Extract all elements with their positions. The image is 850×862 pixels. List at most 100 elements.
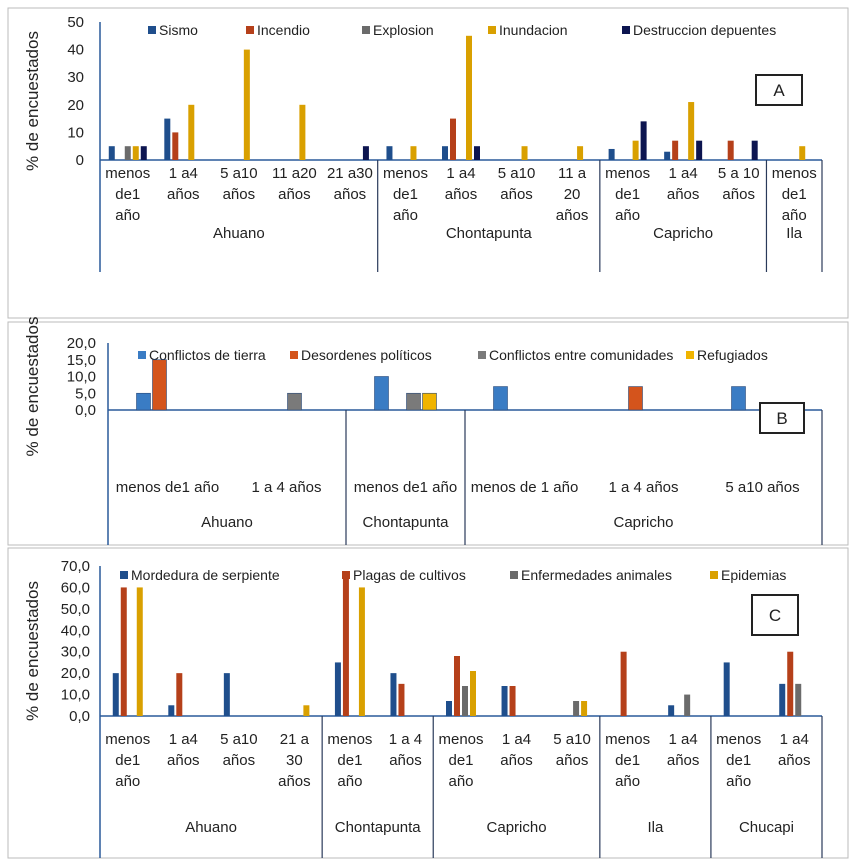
bar-plagas-de-cultivos	[454, 656, 460, 716]
legend-label: Conflictos entre comunidades	[489, 347, 673, 363]
bar-enfermedades-animales	[462, 686, 468, 716]
y-tick-label: 20	[67, 97, 84, 114]
category-label: 1 a4 años	[667, 731, 700, 769]
category-label: menos de1 año	[438, 731, 483, 790]
panel-label: A	[773, 81, 785, 100]
category-label: menos de1 año	[116, 479, 219, 496]
panel-A: 0 10 20 30 40 50 % de encuestados Sismo Incendio…	[7, 7, 849, 319]
group-label: Ahuano	[213, 225, 265, 242]
category-label: 5 a10 años	[725, 479, 799, 496]
bar-mordedura-de-serpiente	[334, 662, 341, 716]
y-tick-label: 70,0	[61, 558, 90, 575]
category-label: menos de1 año	[354, 479, 457, 496]
y-tick-label: 20,0	[61, 665, 90, 682]
bar-plagas-de-cultivos	[342, 572, 349, 716]
panel-border	[7, 547, 849, 859]
category-label: menos de1 año	[105, 731, 150, 790]
group-label: Capricho	[613, 514, 673, 531]
category-label: menos de1 año	[605, 731, 650, 790]
category-label: menos de1 año	[327, 731, 372, 790]
bar-destruccion-depuentes	[362, 146, 369, 160]
panel-label-box	[755, 74, 803, 106]
bar-conflictos-entre-comunidades	[406, 392, 421, 411]
bar-inundacion	[799, 146, 806, 160]
bar-inundacion	[521, 146, 528, 160]
category-label: 5 a10 años	[498, 165, 536, 203]
legend-swatch	[622, 26, 630, 34]
y-tick-label: 10,0	[61, 687, 90, 704]
bar-conflictos-entre-comunidades	[287, 392, 302, 411]
bar-mordedura-de-serpiente	[168, 705, 175, 716]
legend-label: Plagas de cultivos	[353, 567, 466, 583]
bar-epidemias	[303, 705, 310, 716]
group-label: Chontapunta	[335, 819, 422, 836]
bar-incendio	[672, 140, 679, 160]
y-tick-label: 0,0	[69, 708, 90, 725]
legend-label: Destruccion depuentes	[633, 22, 776, 38]
group-label: Chontapunta	[446, 225, 533, 242]
category-label: 1 a 4 años	[251, 479, 321, 496]
category-label: menos de1 año	[772, 165, 817, 224]
bar-mordedura-de-serpiente	[390, 673, 397, 716]
y-tick-label: 30	[67, 69, 84, 86]
legend-label: Explosion	[373, 22, 434, 38]
bar-inundacion	[466, 35, 472, 160]
y-tick-label: 10	[67, 124, 84, 141]
bar-mordedura-de-serpiente	[779, 683, 786, 716]
bar-inundacion	[188, 104, 195, 160]
category-label: 1 a4 años	[500, 731, 533, 769]
bar-inundacion	[688, 102, 695, 160]
bar-epidemias	[581, 701, 588, 716]
category-label: 1 a 4 años	[608, 479, 678, 496]
y-tick-label: 50,0	[61, 601, 90, 618]
category-label: 5 a10 años	[220, 731, 258, 769]
bar-mordedura-de-serpiente	[446, 701, 452, 716]
bar-inundacion	[132, 146, 139, 160]
bar-conflictos-de-tierra	[136, 392, 151, 411]
bar-incendio	[172, 132, 179, 160]
bar-plagas-de-cultivos	[787, 651, 794, 716]
legend-label: Incendio	[257, 22, 310, 38]
legend-label: Epidemias	[721, 567, 786, 583]
bar-sismo	[664, 151, 671, 160]
y-tick-label: 20,0	[67, 335, 96, 352]
y-tick-label: 0	[76, 152, 84, 169]
bar-mordedura-de-serpiente	[223, 673, 230, 716]
bar-epidemias	[470, 671, 476, 716]
legend-swatch	[246, 26, 254, 34]
y-tick-label: 50	[67, 14, 84, 31]
panel-border	[7, 321, 849, 546]
bar-conflictos-de-tierra	[731, 386, 746, 411]
bar-epidemias	[358, 587, 365, 716]
bar-sismo	[386, 146, 393, 160]
y-tick-label: 0,0	[75, 402, 96, 419]
panel-label: C	[769, 606, 781, 625]
bar-mordedura-de-serpiente	[723, 662, 730, 716]
group-label: Ahuano	[185, 819, 237, 836]
category-label: menos de1 año	[383, 165, 428, 224]
bar-conflictos-de-tierra	[374, 376, 389, 411]
legend-swatch	[290, 351, 298, 359]
group-label: Ila	[786, 225, 803, 242]
bar-plagas-de-cultivos	[120, 587, 127, 716]
legend-swatch	[362, 26, 370, 34]
bar-mordedura-de-serpiente	[112, 673, 119, 716]
panel-label: B	[776, 409, 787, 428]
category-label: 5 a 10 años	[718, 165, 760, 203]
bar-inundacion	[410, 146, 417, 160]
category-label: menos de1 año	[716, 731, 761, 790]
y-axis-label: % de encuestados	[23, 317, 42, 457]
panel-border	[7, 7, 849, 319]
bar-destruccion-depuentes	[640, 121, 647, 160]
legend-swatch	[710, 571, 718, 579]
legend-swatch	[510, 571, 518, 579]
bar-enfermedades-animales	[795, 683, 802, 716]
bar-plagas-de-cultivos	[620, 651, 627, 716]
group-label: Ahuano	[201, 514, 253, 531]
bar-desordenes-políticos	[628, 386, 643, 411]
legend-label: Mordedura de serpiente	[131, 567, 280, 583]
category-label: 1 a4 años	[778, 731, 811, 769]
